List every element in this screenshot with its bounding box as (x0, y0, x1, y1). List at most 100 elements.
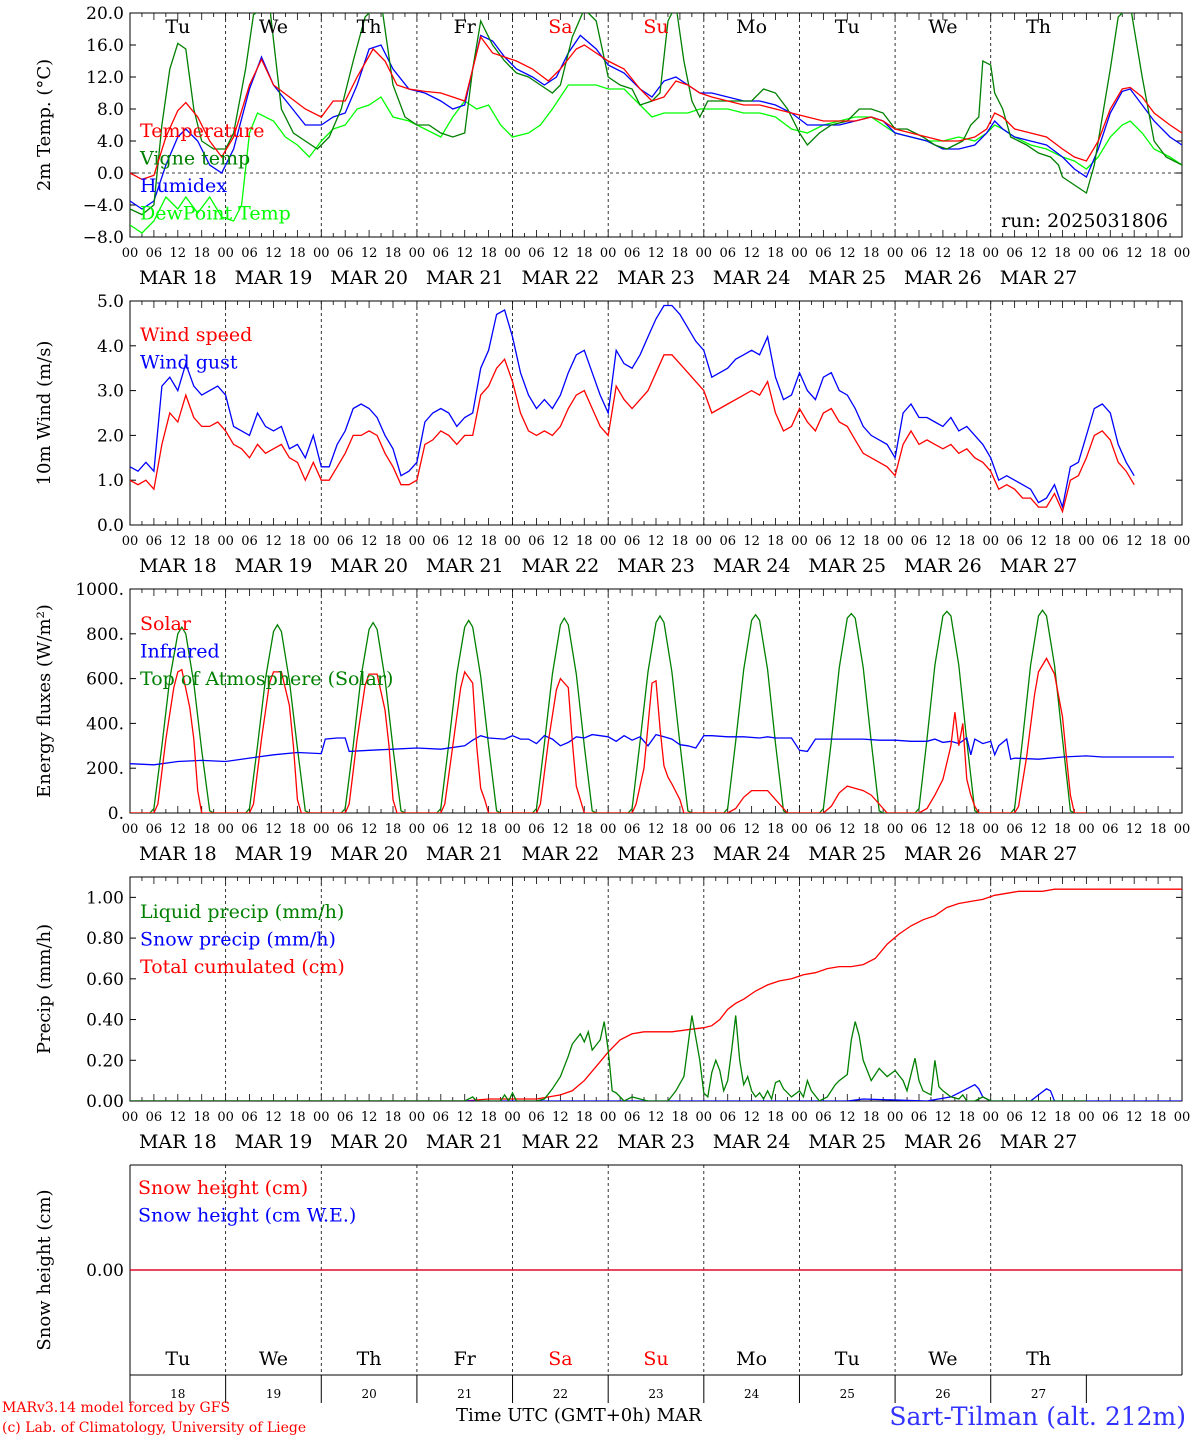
hour-label: 18 (576, 246, 593, 261)
hour-label: 12 (1030, 1110, 1047, 1125)
legend-entry: Snow precip (mm/h) (140, 929, 336, 951)
y-tick-label: 600. (86, 670, 124, 690)
hour-label: 00 (504, 1110, 521, 1125)
hour-label: 00 (122, 534, 139, 549)
hour-label: 06 (719, 534, 736, 549)
hour-label: 06 (241, 1110, 258, 1125)
series-line-wind-gust (130, 304, 1135, 510)
hour-label: 06 (815, 822, 832, 837)
series-line-snow-precip-mm-h- (130, 1083, 1182, 1101)
hour-label: 12 (265, 246, 282, 261)
y-tick-label: 0.00 (86, 1092, 124, 1112)
hour-label: 06 (528, 822, 545, 837)
weekday-label: Tu (165, 1348, 190, 1370)
hour-label: 06 (911, 1110, 928, 1125)
hour-label: 12 (265, 1110, 282, 1125)
hour-label: 18 (1150, 1110, 1167, 1125)
hour-label: 12 (743, 1110, 760, 1125)
legend-entry: Wind speed (140, 324, 252, 346)
y-tick-label: 2.0 (97, 426, 124, 446)
hour-label: 12 (170, 822, 187, 837)
hour-label: 06 (146, 534, 163, 549)
y-tick-label: 3.0 (97, 382, 124, 402)
weekday-label: Tu (835, 1348, 860, 1370)
hour-label: 00 (791, 1110, 808, 1125)
hour-label: 18 (480, 246, 497, 261)
legend-entry: Vigne temp (139, 148, 250, 170)
y-tick-label: 0.40 (86, 1011, 124, 1031)
hour-label: 06 (1006, 1110, 1023, 1125)
hour-label: 06 (337, 1110, 354, 1125)
weekday-label: Th (357, 1348, 382, 1370)
hour-label: 00 (982, 246, 999, 261)
series-line-infrared (130, 733, 1174, 766)
hour-label: 18 (1054, 534, 1071, 549)
y-tick-label: 0.20 (86, 1051, 124, 1071)
hour-label: 12 (839, 246, 856, 261)
run-label: run: 2025031806 (1001, 210, 1168, 232)
panel-snow (129, 1164, 1183, 1375)
hour-label: 00 (504, 246, 521, 261)
hour-label: 06 (815, 1110, 832, 1125)
series-line-temperature (130, 35, 1182, 181)
hour-label: 12 (265, 534, 282, 549)
hour-label: 00 (504, 534, 521, 549)
hour-label: 12 (839, 822, 856, 837)
hour-label: 18 (385, 534, 402, 549)
legend-entry: Wind gust (140, 352, 238, 374)
hour-label: 00 (600, 246, 617, 261)
hour-label: 00 (313, 246, 330, 261)
hour-label: 00 (217, 246, 234, 261)
legend-entry: Snow height (cm) (138, 1177, 308, 1199)
hour-label: 00 (122, 246, 139, 261)
legend-entry: Infrared (140, 641, 220, 663)
legend-entry: Total cumulated (cm) (140, 956, 345, 978)
hour-label: 18 (289, 246, 306, 261)
hour-label: 00 (1078, 822, 1095, 837)
hour-label: 12 (361, 534, 378, 549)
hour-label: 00 (1078, 246, 1095, 261)
hour-label: 00 (696, 1110, 713, 1125)
series-line-wind-speed (130, 354, 1135, 514)
date-label: MAR 19 (235, 555, 313, 577)
y-tick-label: −8.0 (83, 228, 124, 248)
date-label: MAR 25 (808, 843, 886, 865)
hour-label: 18 (1150, 534, 1167, 549)
hour-label: 18 (289, 822, 306, 837)
y-axis-label: Energy fluxes (W/m²) (34, 604, 55, 798)
date-label: MAR 27 (1000, 555, 1078, 577)
hour-label: 06 (433, 822, 450, 837)
model-credit: MARv3.14 model forced by GFS (2, 1400, 231, 1416)
hour-label: 18 (193, 246, 210, 261)
hour-label: 06 (146, 1110, 163, 1125)
hour-label: 18 (767, 534, 784, 549)
hour-label: 12 (648, 822, 665, 837)
weekday-label: Sa (548, 1348, 572, 1370)
hour-label: 06 (911, 246, 928, 261)
hour-label: 18 (767, 1110, 784, 1125)
hour-label: 00 (409, 822, 426, 837)
weekday-label: We (928, 16, 957, 38)
hour-label: 12 (361, 822, 378, 837)
date-label: MAR 21 (426, 1131, 504, 1153)
date-label: MAR 25 (808, 1131, 886, 1153)
legend-entry: Temperature (140, 120, 264, 142)
hour-label: 18 (193, 534, 210, 549)
y-tick-label: 8.0 (97, 100, 124, 120)
hour-label: 00 (122, 822, 139, 837)
day-number-label: 24 (744, 1387, 760, 1401)
hour-label: 00 (696, 534, 713, 549)
date-label: MAR 21 (426, 555, 504, 577)
hour-label: 18 (289, 1110, 306, 1125)
hour-label: 06 (1006, 822, 1023, 837)
hour-label: 06 (146, 246, 163, 261)
legend-entry: Liquid precip (mm/h) (140, 901, 344, 923)
date-label: MAR 24 (713, 267, 791, 289)
hour-label: 18 (193, 822, 210, 837)
y-tick-label: 4.0 (97, 132, 124, 152)
hour-label: 00 (887, 822, 904, 837)
date-label: MAR 23 (617, 843, 695, 865)
hour-label: 18 (959, 534, 976, 549)
hour-label: 06 (528, 534, 545, 549)
hour-label: 12 (552, 1110, 569, 1125)
